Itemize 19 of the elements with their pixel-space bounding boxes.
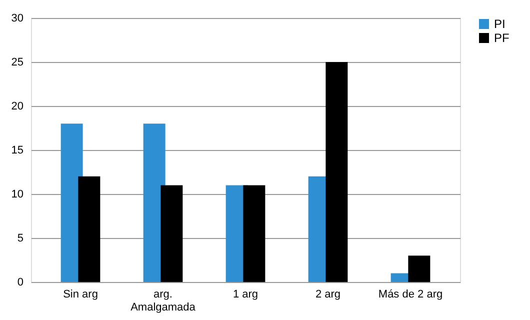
legend-label: PF (494, 31, 510, 45)
bar (326, 62, 348, 282)
y-tick-label: 10 (11, 188, 24, 200)
y-tick-label: 15 (11, 144, 24, 156)
bar (243, 185, 266, 282)
y-tick-label: 0 (17, 276, 24, 288)
x-tick-label: Sin arg (63, 288, 98, 300)
y-tick-label: 20 (11, 100, 24, 112)
x-tick-label: 1 arg (232, 288, 258, 300)
legend-label: PI (494, 17, 506, 31)
bar (78, 176, 100, 282)
x-tick-label: 2 arg (315, 288, 341, 300)
y-tick-label: 30 (11, 12, 24, 24)
bar (160, 185, 183, 282)
bar (408, 256, 430, 282)
x-tick-label: Más de 2 arg (378, 288, 443, 300)
x-tick-label: arg. Amalgamada (130, 288, 196, 314)
y-tick-label: 5 (17, 232, 24, 244)
y-tick-label: 25 (11, 56, 24, 68)
